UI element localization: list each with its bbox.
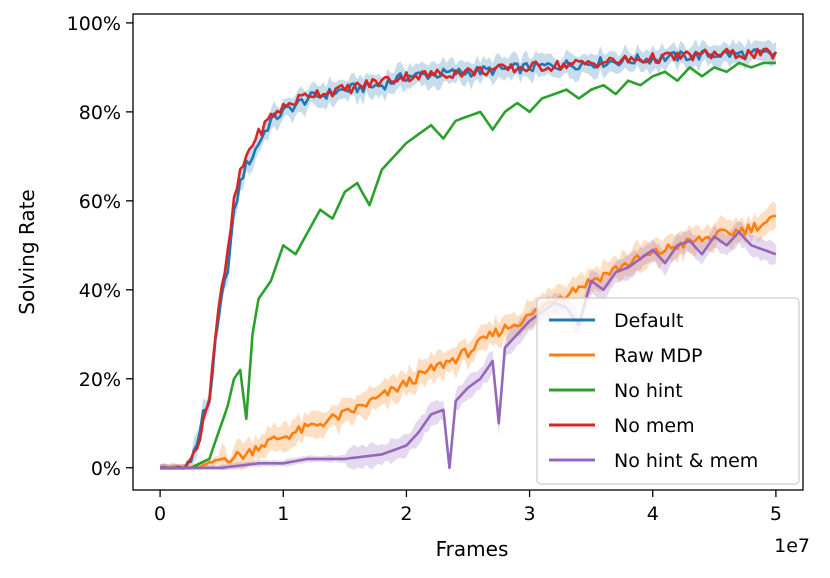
y-tick-label: 40% [79,280,121,302]
y-tick-label: 100% [67,13,121,35]
y-tick-label: 80% [79,102,121,124]
x-axis-label: Frames [436,537,509,561]
series-line-1 [160,214,777,470]
legend-label: No hint [614,380,683,402]
y-tick-label: 0% [91,458,121,480]
x-tick-label: 0 [154,503,166,525]
legend: Default Raw MDP No hint No mem No hint & mem [536,297,800,485]
y-axis-label: Solving Rate [15,189,39,314]
y-tick-label: 20% [79,369,121,391]
y-axis-ticks: 0% 20% 40% 60% 80% 100% [67,13,133,480]
legend-label: Default [614,310,683,332]
series-line-4 [160,230,777,470]
series-lines [159,47,778,470]
series-line-2 [160,61,776,470]
x-tick-label: 5 [770,503,782,525]
x-tick-label: 4 [647,503,659,525]
x-axis-offset-label: 1e7 [774,535,810,557]
plot-frame [132,13,804,491]
series-line-0 [159,48,777,470]
legend-box [536,297,800,485]
x-tick-label: 2 [400,503,412,525]
band-4 [160,221,776,470]
legend-label: No hint & mem [614,450,758,472]
x-tick-label: 1 [277,503,289,525]
x-axis-ticks: 0 1 2 3 4 5 [154,490,782,525]
legend-label: No mem [614,415,695,437]
series-line-3 [159,47,778,470]
x-tick-label: 3 [524,503,536,525]
legend-label: Raw MDP [614,345,703,367]
y-tick-label: 60% [79,191,121,213]
